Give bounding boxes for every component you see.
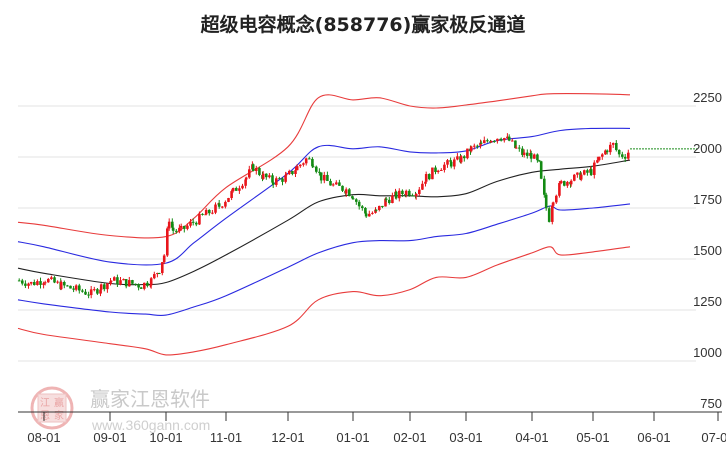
x-tick-label: 10-01 bbox=[149, 430, 182, 445]
y-tick-label: 1000 bbox=[693, 345, 722, 360]
y-tick-label: 1500 bbox=[693, 243, 722, 258]
x-tick-label: 12-01 bbox=[271, 430, 304, 445]
y-tick-label: 2250 bbox=[693, 90, 722, 105]
upper-outer-band bbox=[17, 93, 631, 239]
x-tick-label: 05-01 bbox=[576, 430, 609, 445]
y-tick-label: 750 bbox=[700, 396, 722, 411]
channel-bands bbox=[17, 93, 631, 356]
svg-text:家: 家 bbox=[54, 409, 64, 422]
svg-text:赢: 赢 bbox=[54, 396, 64, 409]
candlesticks bbox=[17, 133, 630, 299]
svg-text:恩: 恩 bbox=[40, 410, 50, 422]
x-tick-label: 06-01 bbox=[637, 430, 670, 445]
chart-title: 超级电容概念(858776)赢家极反通道 bbox=[200, 14, 526, 36]
svg-text:江: 江 bbox=[40, 397, 50, 409]
x-tick-label: 02-01 bbox=[393, 430, 426, 445]
y-axis: 2250 2000 1750 1500 1250 1000 750 bbox=[693, 90, 722, 411]
svg-text:赢家江恩软件: 赢家江恩软件 bbox=[90, 387, 210, 411]
x-tick-label: 08-01 bbox=[27, 430, 60, 445]
x-tick-label: 01-01 bbox=[336, 430, 369, 445]
lower-inner-band bbox=[17, 203, 631, 317]
lower-outer-band bbox=[17, 246, 631, 356]
upper-inner-band bbox=[17, 127, 631, 266]
x-tick-label: 07-01 bbox=[701, 430, 726, 445]
y-tick-label: 2000 bbox=[693, 141, 722, 156]
y-tick-label: 1250 bbox=[693, 294, 722, 309]
x-tick-label: 11-01 bbox=[210, 430, 242, 445]
grid-lines bbox=[18, 105, 696, 362]
x-axis: 08-01 09-01 10-01 11-01 12-01 01-01 02-01 03-01… bbox=[18, 411, 726, 445]
x-tick-label: 09-01 bbox=[93, 430, 126, 445]
y-tick-label: 1750 bbox=[693, 192, 722, 207]
svg-text:www.360gann.com: www.360gann.com bbox=[91, 417, 210, 433]
x-tick-label: 03-01 bbox=[449, 430, 482, 445]
watermark: 江赢恩 家 赢家江恩软件 www.360gann.com bbox=[30, 386, 210, 433]
x-tick-label: 04-01 bbox=[515, 430, 548, 445]
